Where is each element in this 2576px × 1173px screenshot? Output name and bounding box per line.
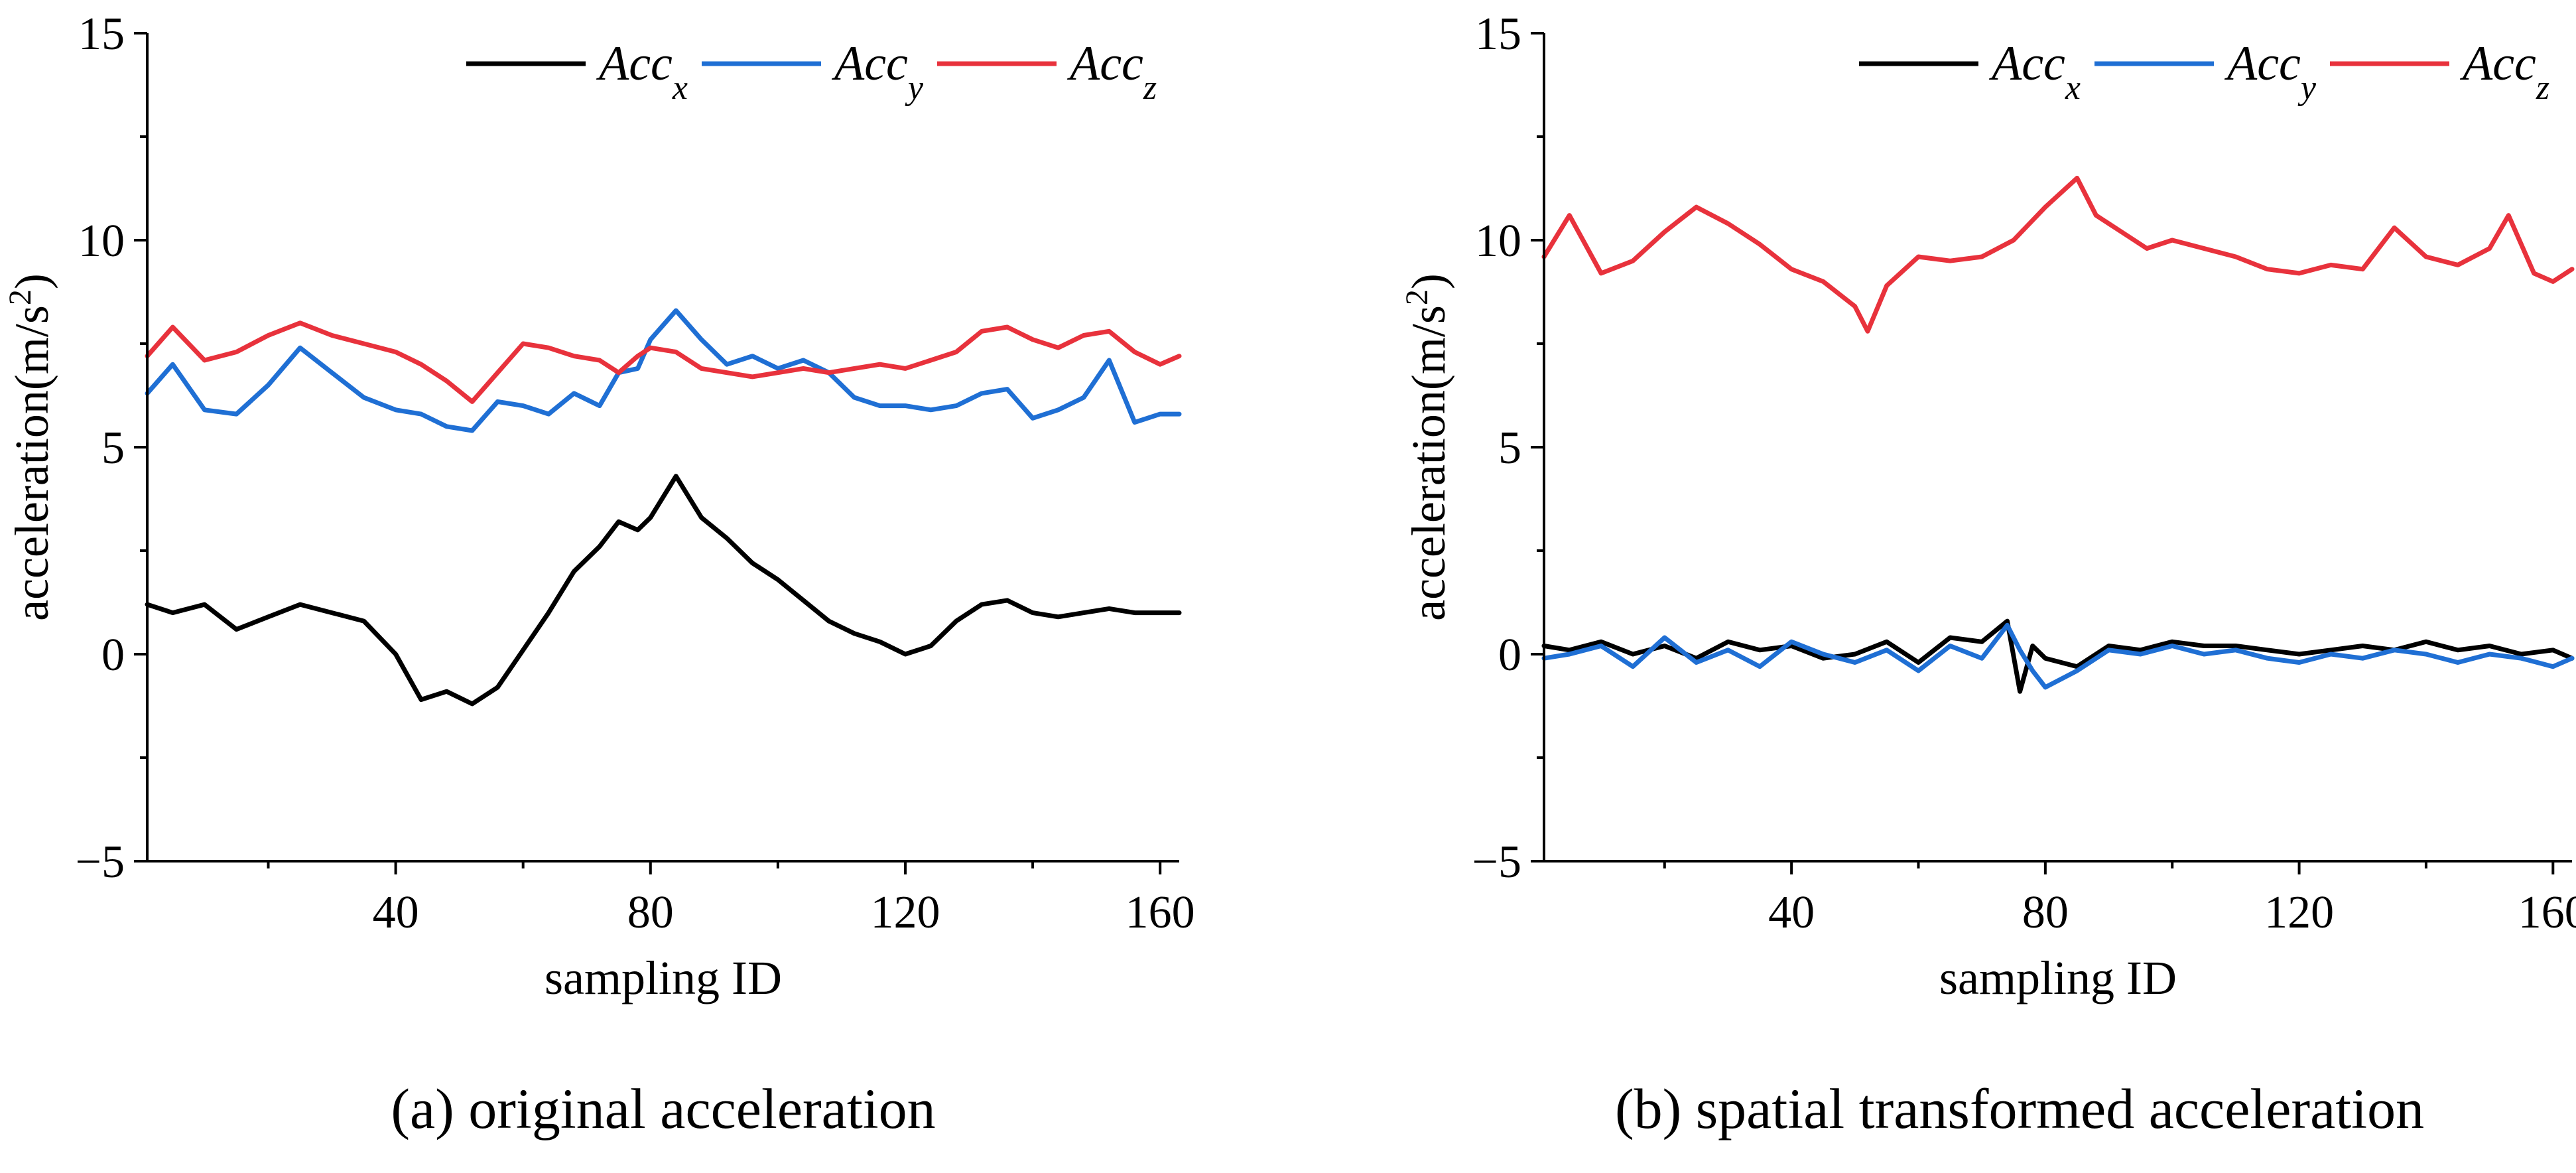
series-line-acc-x [145, 474, 1182, 707]
series-line-acc-y [1541, 622, 2575, 690]
y-tick-label: 0 [1498, 630, 1521, 681]
x-axis-title: sampling ID [545, 951, 782, 1004]
y-axis-title-close: ) [1402, 273, 1455, 289]
y-tick-label: −5 [1472, 837, 1521, 888]
y-tick-label: 10 [1475, 216, 1521, 267]
y-axis-title-superscript: 2 [1399, 289, 1435, 305]
x-tick-label: 80 [2022, 887, 2069, 938]
figure-caption: (b) spatial transformed acceleration [1615, 1077, 2424, 1140]
legend-label-acc-x: Accx [596, 36, 688, 107]
y-tick-label: 15 [78, 9, 125, 60]
y-tick-label: −5 [76, 837, 125, 888]
y-tick-label: 15 [1475, 9, 1521, 60]
legend-label-acc-z: Accz [2459, 36, 2549, 107]
chart-panel-b: −5 0 5 10 15 40 80 120 160 sampling ID acceleratio… [1399, 9, 2576, 1140]
chart-panel-a: −5 0 5 10 15 40 80 120 160 sampling ID acceleratio… [3, 9, 1195, 1140]
figure-caption: (a) original acceleration [391, 1077, 935, 1140]
legend-label-acc-z: Accz [1066, 36, 1157, 107]
x-tick-label: 160 [1126, 887, 1195, 938]
y-tick-label: 10 [78, 216, 125, 267]
legend-label-acc-y: Accy [831, 36, 924, 107]
x-tick-label: 120 [2264, 887, 2334, 938]
y-axis-title-main: acceleration(m/s [1402, 305, 1455, 621]
x-tick-label: 160 [2518, 887, 2576, 938]
x-tick-label: 120 [870, 887, 940, 938]
y-axis-title-main: acceleration(m/s [5, 305, 58, 621]
legend-label-acc-y: Accy [2224, 36, 2317, 107]
x-tick-label: 80 [627, 887, 674, 938]
y-tick-label: 0 [101, 630, 125, 681]
y-tick-label: 5 [1498, 423, 1521, 474]
series-line-acc-z [145, 320, 1182, 404]
x-tick-label: 40 [373, 887, 419, 938]
y-axis-title-superscript: 2 [3, 289, 38, 305]
x-tick-label: 40 [1768, 887, 1815, 938]
legend-label-acc-x: Accx [1988, 36, 2081, 107]
y-axis-title-close: ) [5, 273, 58, 289]
x-axis-title: sampling ID [1939, 951, 2177, 1004]
y-tick-label: 5 [101, 423, 125, 474]
series-line-acc-z [1541, 175, 2575, 334]
y-axis-title: acceleration(m/s2) [1399, 273, 1456, 621]
y-axis-title: acceleration(m/s2) [3, 273, 59, 621]
series-line-acc-y [145, 308, 1182, 433]
